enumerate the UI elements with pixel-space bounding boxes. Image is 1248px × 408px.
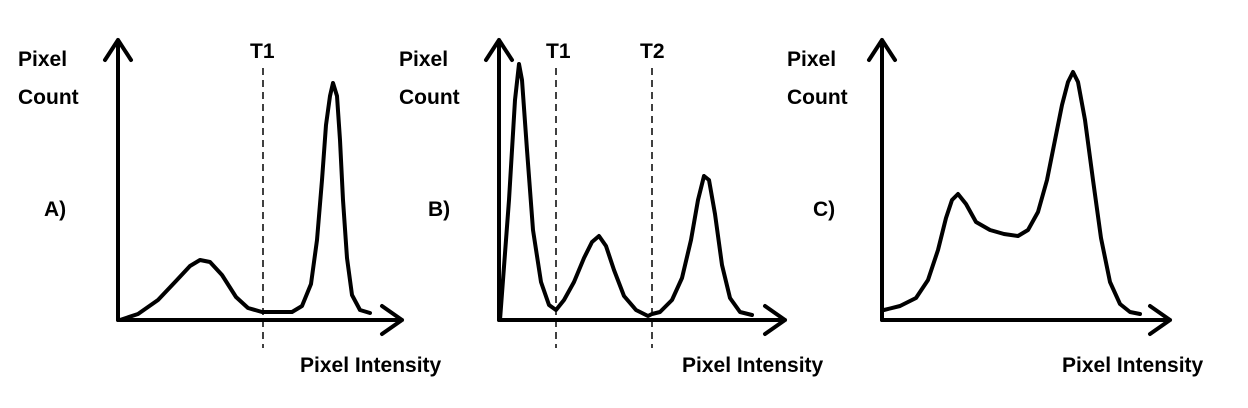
- panel-a-y-label-line2: Count: [18, 86, 79, 109]
- panel-b-x-axis: [497, 304, 787, 336]
- panel-b-y-label-line1: Pixel: [399, 48, 448, 71]
- panel-a-y-axis: [103, 38, 133, 322]
- panel-c-y-label-line2: Count: [787, 86, 848, 109]
- panel-c: Pixel Count C) Pixel Intensity: [787, 38, 1204, 377]
- panel-b-histogram-curve: [498, 62, 754, 322]
- panel-b-y-label-line2: Count: [399, 86, 460, 109]
- panel-b-threshold-t1-label: T1: [546, 40, 571, 63]
- panel-c-y-axis: [867, 38, 897, 322]
- panel-b-letter: B): [428, 198, 450, 221]
- panel-c-letter: C): [813, 198, 835, 221]
- panel-a-y-label-line1: Pixel: [18, 48, 67, 71]
- panel-c-x-axis: [880, 304, 1172, 336]
- panel-a-letter: A): [44, 198, 66, 221]
- panel-a-x-label: Pixel Intensity: [300, 354, 442, 377]
- panel-c-histogram-curve: [882, 70, 1142, 316]
- panel-b-x-label: Pixel Intensity: [682, 354, 824, 377]
- panel-b: Pixel Count B) T1 T2 Pixel Intensity: [399, 38, 824, 377]
- panel-a-threshold-t1-label: T1: [250, 40, 275, 63]
- panel-c-y-label-line1: Pixel: [787, 48, 836, 71]
- panel-a-x-axis: [116, 304, 404, 336]
- panel-c-x-label: Pixel Intensity: [1062, 354, 1204, 377]
- panel-b-y-axis: [484, 38, 514, 322]
- panel-a: Pixel Count A) T1 Pixel Intensity: [18, 38, 442, 377]
- panel-b-threshold-t2-label: T2: [640, 40, 665, 63]
- panel-a-histogram-curve: [118, 81, 372, 322]
